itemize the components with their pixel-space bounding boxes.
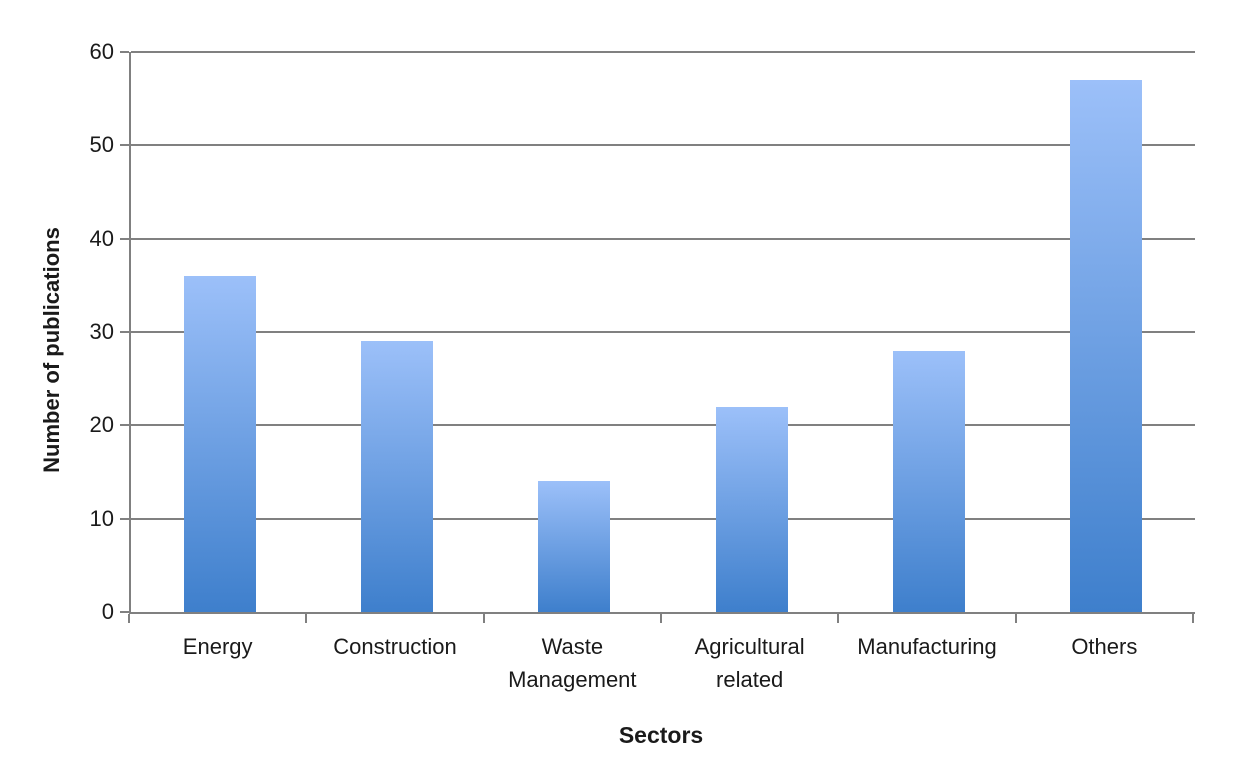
- bar-others: [1070, 80, 1143, 612]
- x-axis-title: Sectors: [618, 722, 704, 748]
- bar-manufacturing: [893, 351, 965, 612]
- x-tick-mark-0: [128, 614, 130, 623]
- y-tick-label-40: 40: [89, 225, 114, 251]
- bar-waste-management: [538, 481, 611, 612]
- gridline-y-20: [131, 424, 1195, 427]
- y-tick-mark-30: [120, 331, 129, 333]
- y-tick-mark-60: [120, 51, 129, 53]
- y-tick-mark-40: [120, 237, 129, 240]
- y-tick-mark-0: [120, 611, 129, 613]
- y-tick-label-20: 20: [89, 412, 114, 438]
- gridline-y-10: [131, 517, 1195, 520]
- plot-area: [129, 51, 1195, 614]
- x-category-label-energy: Energy: [182, 634, 253, 659]
- y-tick-mark-20: [120, 424, 129, 427]
- gridline-y-40: [131, 237, 1195, 240]
- y-tick-label-0: 0: [101, 599, 114, 624]
- y-tick-label-60: 60: [89, 39, 114, 64]
- x-tick-mark-1: [305, 614, 308, 623]
- bar-energy: [183, 276, 256, 612]
- x-tick-mark-5: [1014, 614, 1017, 623]
- gridline-y-60: [131, 51, 1195, 53]
- x-category-label-manufacturing: Manufacturing: [857, 634, 997, 659]
- x-category-label-agricultural-related: Agricultural related: [694, 634, 805, 692]
- y-tick-label-50: 50: [89, 132, 114, 158]
- x-tick-mark-3: [660, 614, 662, 623]
- bar-construction: [361, 341, 433, 612]
- x-tick-mark-2: [482, 614, 485, 623]
- gridline-y-30: [131, 331, 1195, 333]
- x-tick-mark-6: [1192, 614, 1194, 623]
- x-category-label-others: Others: [1071, 634, 1138, 659]
- y-tick-label-10: 10: [89, 505, 114, 531]
- bar-agricultural-related: [715, 407, 788, 612]
- y-tick-mark-10: [120, 517, 129, 520]
- x-category-label-waste-management: Waste Management: [508, 634, 637, 692]
- y-tick-mark-50: [120, 144, 129, 147]
- x-category-label-construction: Construction: [333, 634, 457, 659]
- gridline-y-50: [131, 144, 1195, 147]
- y-tick-label-30: 30: [89, 319, 114, 344]
- x-tick-mark-4: [837, 614, 840, 623]
